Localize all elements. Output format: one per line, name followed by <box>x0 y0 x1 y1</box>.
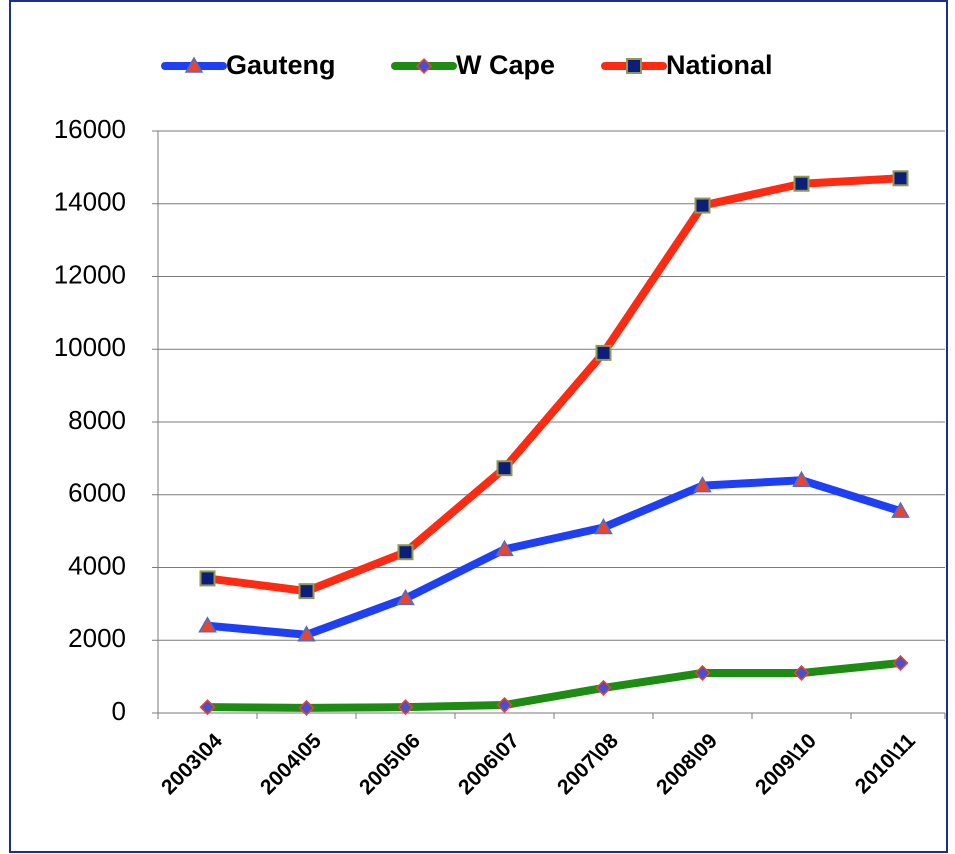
marker <box>199 570 216 587</box>
marker <box>496 696 513 714</box>
marker <box>594 517 613 535</box>
y-tick-label: 14000 <box>54 187 126 217</box>
y-tick-label: 4000 <box>68 550 126 580</box>
y-tick-label: 2000 <box>68 623 126 653</box>
marker <box>297 625 316 642</box>
marker <box>694 664 711 682</box>
series-line <box>203 658 905 712</box>
marker <box>397 699 414 716</box>
marker <box>892 654 909 672</box>
marker <box>595 344 612 361</box>
marker <box>694 197 711 214</box>
legend-item: W Cape <box>391 50 555 80</box>
y-tick-label: 6000 <box>68 478 126 508</box>
legend-marker <box>184 56 204 73</box>
marker <box>396 588 415 606</box>
marker <box>892 170 909 187</box>
legend-label: National <box>666 50 773 80</box>
frame <box>9 0 948 853</box>
marker <box>595 679 612 696</box>
y-tick-label: 12000 <box>54 259 126 289</box>
legend-marker <box>626 58 642 74</box>
legend-item: National <box>601 50 773 80</box>
marker <box>792 470 811 487</box>
y-tick-label: 16000 <box>54 114 126 144</box>
series-line <box>203 174 905 596</box>
marker <box>198 616 217 633</box>
y-tick-label: 8000 <box>68 405 126 435</box>
marker <box>693 476 712 493</box>
y-tick-label: 0 <box>112 696 126 726</box>
marker <box>298 699 315 716</box>
series <box>199 654 909 716</box>
legend-label: W Cape <box>456 50 555 80</box>
series <box>199 170 909 600</box>
marker <box>793 175 810 192</box>
legend-marker <box>415 57 433 75</box>
marker <box>495 539 514 557</box>
marker <box>496 460 513 477</box>
legend-label: Gauteng <box>226 50 336 80</box>
y-tick-label: 10000 <box>54 332 126 362</box>
series <box>198 470 910 642</box>
marker <box>298 583 315 600</box>
marker <box>199 699 216 716</box>
marker <box>397 544 414 561</box>
legend-item: Gauteng <box>161 50 336 80</box>
marker <box>793 664 810 682</box>
series-line <box>203 476 905 639</box>
marker <box>891 501 910 518</box>
